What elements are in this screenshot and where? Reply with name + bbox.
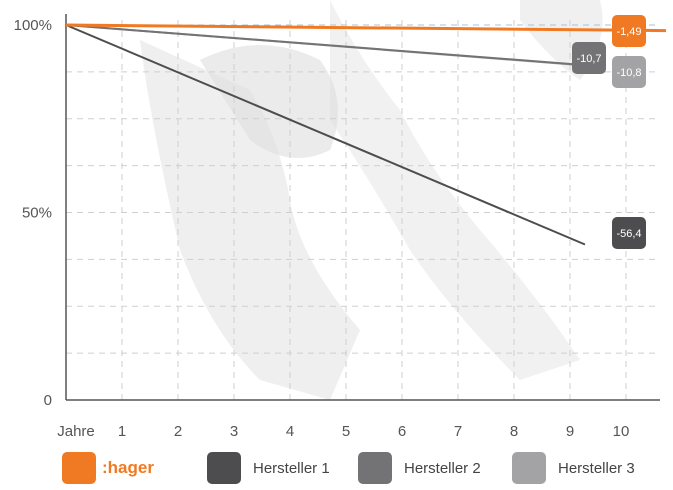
legend-label-hersteller-2: Hersteller 2 — [404, 459, 481, 477]
y-tick-label: 100% — [14, 17, 52, 34]
legend-label-hager: :hager — [102, 458, 154, 477]
y-tick-label: 0 — [44, 392, 52, 409]
x-tick-label: Jahre — [57, 423, 95, 440]
svg-text:-1,49: -1,49 — [616, 26, 641, 38]
legend-item-hersteller-2: Hersteller 2 — [358, 452, 481, 484]
value-label-hager: -1,49 — [612, 15, 646, 47]
x-tick-label: 5 — [342, 423, 350, 440]
legend-swatch-hager — [62, 452, 96, 484]
legend-item-hersteller-3: Hersteller 3 — [512, 452, 635, 484]
chart-legend: :hager Hersteller 1 Hersteller 2 Herstel… — [0, 452, 673, 488]
value-label-hersteller-2: -10,7 — [572, 42, 606, 74]
legend-swatch-hersteller-2 — [358, 452, 392, 484]
y-tick-label: 50% — [22, 205, 52, 222]
grid-lines — [66, 20, 660, 400]
svg-text:-10,7: -10,7 — [576, 53, 601, 65]
x-tick-label: 8 — [510, 423, 518, 440]
series-line-hersteller-2 — [65, 24, 586, 67]
legend-swatch-hersteller-3 — [512, 452, 546, 484]
legend-item-hager: :hager — [62, 452, 154, 484]
x-tick-label: 7 — [454, 423, 462, 440]
x-tick-label: 6 — [398, 423, 406, 440]
value-label-hersteller-1: -56,4 — [612, 217, 646, 249]
x-tick-label: 2 — [174, 423, 182, 440]
svg-text:-10,8: -10,8 — [616, 67, 641, 79]
legend-item-hersteller-1: Hersteller 1 — [207, 452, 330, 484]
x-tick-label: 4 — [286, 423, 294, 440]
x-tick-label: 9 — [566, 423, 574, 440]
series-line-hersteller-1 — [65, 24, 586, 246]
series-line-hager — [65, 23, 667, 33]
legend-label-hersteller-1: Hersteller 1 — [253, 459, 330, 477]
legend-swatch-hersteller-1 — [207, 452, 241, 484]
x-tick-label: 10 — [613, 423, 630, 440]
value-label-hersteller-3: -10,8 — [612, 56, 646, 88]
svg-text:-56,4: -56,4 — [616, 228, 641, 240]
x-tick-label: 1 — [118, 423, 126, 440]
legend-label-hersteller-3: Hersteller 3 — [558, 459, 635, 477]
x-tick-label: 3 — [230, 423, 238, 440]
